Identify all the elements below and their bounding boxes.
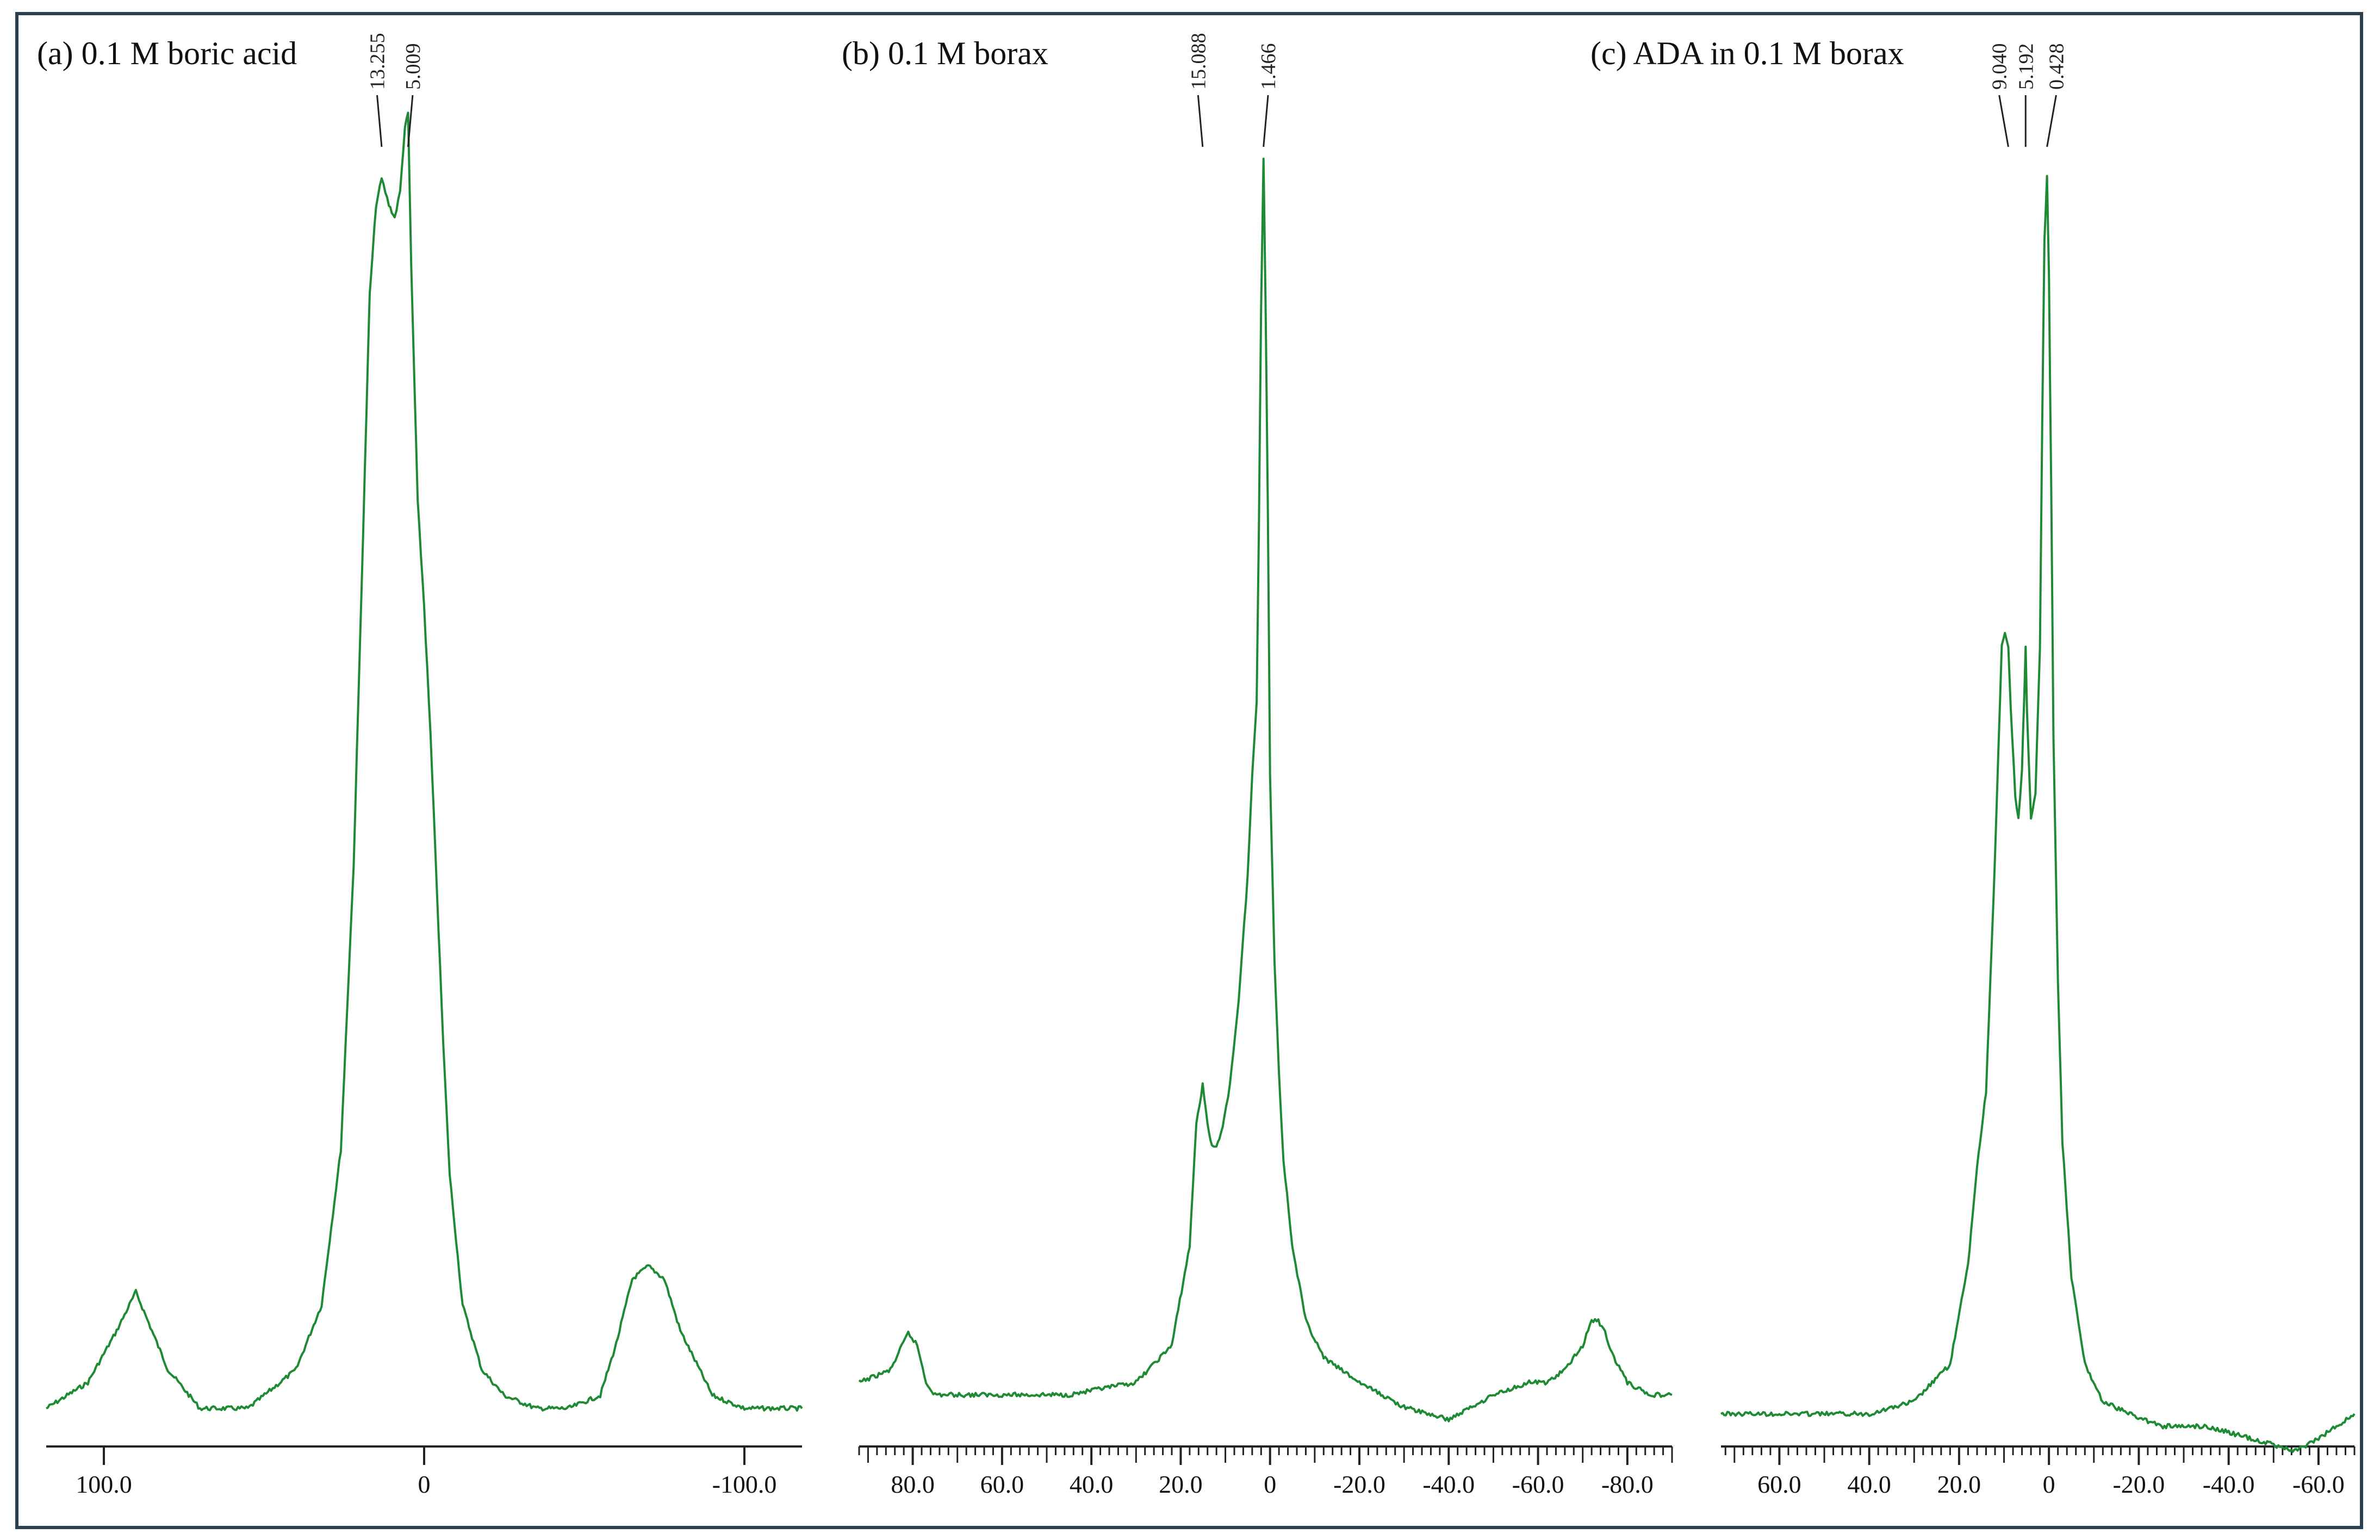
tick-label: -40.0 [2203,1470,2255,1498]
panel-a-title: (a) 0.1 M boric acid [37,35,297,71]
peak-label: 9.040 [1988,44,2011,90]
peak-label: 13.255 [366,33,389,90]
tick-label: 80.0 [891,1470,935,1498]
tick-label: 60.0 [1757,1470,1801,1498]
peak-label: 0.428 [2045,44,2068,90]
panel-c: (c) ADA in 0.1 M borax 60.0 40.0 20.0 0 -20.… [1590,35,2356,1498]
peak-label: 15.088 [1187,33,1210,90]
figure-frame [15,12,2363,1529]
tick-label: -60.0 [2292,1470,2345,1498]
peak-leader-line [1263,95,1269,147]
tick-label: -60.0 [1512,1470,1564,1498]
tick-label: 0 [1264,1470,1276,1498]
tick-label: 0 [2043,1470,2055,1498]
tick-label: 60.0 [980,1470,1024,1498]
peak-leader-line [376,95,383,147]
peak-leader-line [1998,95,2009,147]
tick-label: 40.0 [1847,1470,1891,1498]
peak-label: 5.192 [2015,44,2037,90]
panel-a: (a) 0.1 M boric acid 100.0 0 -100.0 13.255 5… [37,33,803,1498]
spectrum-line-1 [46,111,803,1412]
peak-label: 1.466 [1257,44,1280,90]
peak-label: 5.009 [402,44,425,90]
panel-c-title: (c) ADA in 0.1 M borax [1590,35,1904,71]
panel-b: (b) 0.1 M borax 80.0 60.0 40.0 20.0 0 -20.0 -4… [842,33,1673,1498]
tick-label: -40.0 [1422,1470,1475,1498]
tick-label: -100.0 [712,1470,777,1498]
tick-label: 20.0 [1937,1470,1981,1498]
peak-leader-line [407,95,414,147]
tick-label: -20.0 [1333,1470,1385,1498]
tick-label: -80.0 [1601,1470,1654,1498]
peak-leader-line [1197,95,1204,147]
spectrum-line-1 [858,157,1673,1423]
tick-label: 0 [418,1470,431,1498]
tick-label: 20.0 [1159,1470,1203,1498]
spectrum-line-1 [1720,175,2356,1453]
panel-b-title: (b) 0.1 M borax [842,35,1048,71]
tick-label: -20.0 [2112,1470,2165,1498]
peak-leader-line [2046,95,2057,147]
tick-label: 40.0 [1070,1470,1114,1498]
tick-label: 100.0 [76,1470,132,1498]
